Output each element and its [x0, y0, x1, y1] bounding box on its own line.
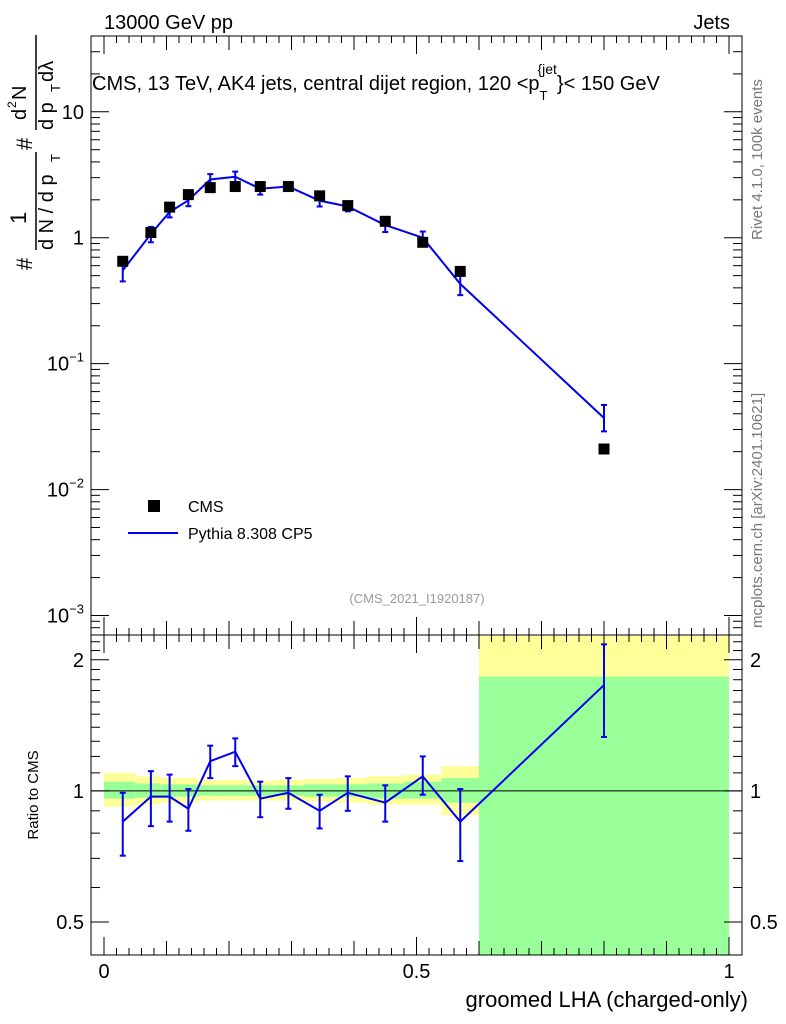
y-tick-exponent: −1 [69, 350, 84, 365]
cms-series [117, 181, 610, 455]
ratio-y-label: Ratio to CMS [25, 750, 42, 839]
x-tick-label: 0.5 [403, 961, 431, 983]
analysis-id-watermark: (CMS_2021_I1920187) [349, 591, 484, 606]
main-plot-frame [90, 35, 743, 636]
ylabel-sub-t1: T [48, 154, 63, 162]
ratio-line [122, 684, 605, 824]
cms-data-point [204, 182, 216, 194]
cms-data-point [145, 227, 157, 239]
ylabel-hash-2: # [12, 137, 37, 150]
main-y-label: # 1 d N / d p T # d 2 N d p T dλ [5, 35, 63, 270]
main-y-axis: 10−3 10−2 10−1 1 10 [47, 35, 742, 636]
title-sub: T [540, 88, 548, 103]
y-tick-label: 10−2 [47, 476, 84, 502]
mcplots-label: mcplots.cern.ch [arXiv:2401.10621] [749, 393, 766, 628]
ratio-uncertainty-bands [104, 636, 729, 955]
ylabel-exp-2: 2 [5, 101, 19, 108]
ylabel-dndpt: d N / d p [36, 174, 58, 250]
x-axis-label: groomed LHA (charged-only) [466, 987, 748, 1012]
x-axis: 0 0.5 1 [98, 36, 735, 983]
ylabel-dlambda: dλ [36, 61, 58, 82]
ratio-y-tick-label: 1 [73, 781, 84, 803]
category-label: Jets [693, 12, 730, 34]
ratio-y-tick-label: 2 [73, 650, 84, 672]
title-sup: {jet [537, 61, 557, 77]
ylabel-one: 1 [6, 212, 31, 224]
cms-data-point [117, 255, 129, 267]
x-tick-label: 1 [723, 961, 734, 983]
ylabel-dpt: d p [36, 102, 58, 130]
rivet-version-label: Rivet 4.1.0, 100k events [749, 79, 766, 240]
cms-data-point [598, 443, 610, 455]
ylabel-sub-t2: T [48, 84, 63, 92]
y-tick-exponent: −3 [69, 601, 84, 616]
ratio-series [119, 643, 607, 863]
ylabel-n: N [9, 86, 31, 100]
ratio-y-tick-label-right: 2 [750, 650, 761, 672]
y-tick-label: 10−1 [47, 350, 84, 376]
cms-data-point [254, 181, 266, 193]
cms-data-point [342, 200, 354, 212]
ylabel-hash-1: # [12, 257, 37, 270]
title-main: CMS, 13 TeV, AK4 jets, central dijet reg… [92, 73, 540, 95]
legend-cms-label: CMS [188, 499, 224, 516]
y-tick-label: 1 [73, 228, 84, 250]
legend-pythia-label: Pythia 8.308 CP5 [188, 526, 313, 543]
ratio-y-tick-label: 0.5 [56, 912, 84, 934]
cms-data-point [229, 181, 241, 193]
band-inner [104, 781, 136, 799]
y-tick-label: 10 [62, 102, 84, 124]
y-tick-exponent: −2 [69, 476, 84, 491]
ratio-y-axis: 0.5 0.5 1 1 2 2 [56, 641, 778, 934]
legend: CMS Pythia 8.308 CP5 [128, 499, 313, 543]
cms-data-point [417, 236, 429, 248]
ratio-y-tick-label-right: 0.5 [750, 912, 778, 934]
x-tick-label: 0 [98, 961, 109, 983]
cms-data-point [379, 215, 391, 227]
title-tail: }< 150 GeV [557, 73, 661, 95]
y-tick-label: 10−3 [47, 601, 84, 627]
energy-label: 13000 GeV pp [104, 12, 233, 34]
pythia-line [121, 175, 605, 419]
cms-data-point [182, 189, 194, 201]
plot-title: CMS, 13 TeV, AK4 jets, central dijet reg… [92, 61, 660, 103]
cms-data-point [164, 201, 176, 213]
ratio-y-tick-label-right: 1 [750, 781, 761, 803]
pythia-series [119, 170, 607, 433]
ylabel-d: d [9, 109, 31, 120]
cms-data-point [282, 181, 294, 193]
cms-data-point [314, 190, 326, 202]
legend-cms-marker [148, 500, 160, 512]
cms-data-point [454, 265, 466, 277]
